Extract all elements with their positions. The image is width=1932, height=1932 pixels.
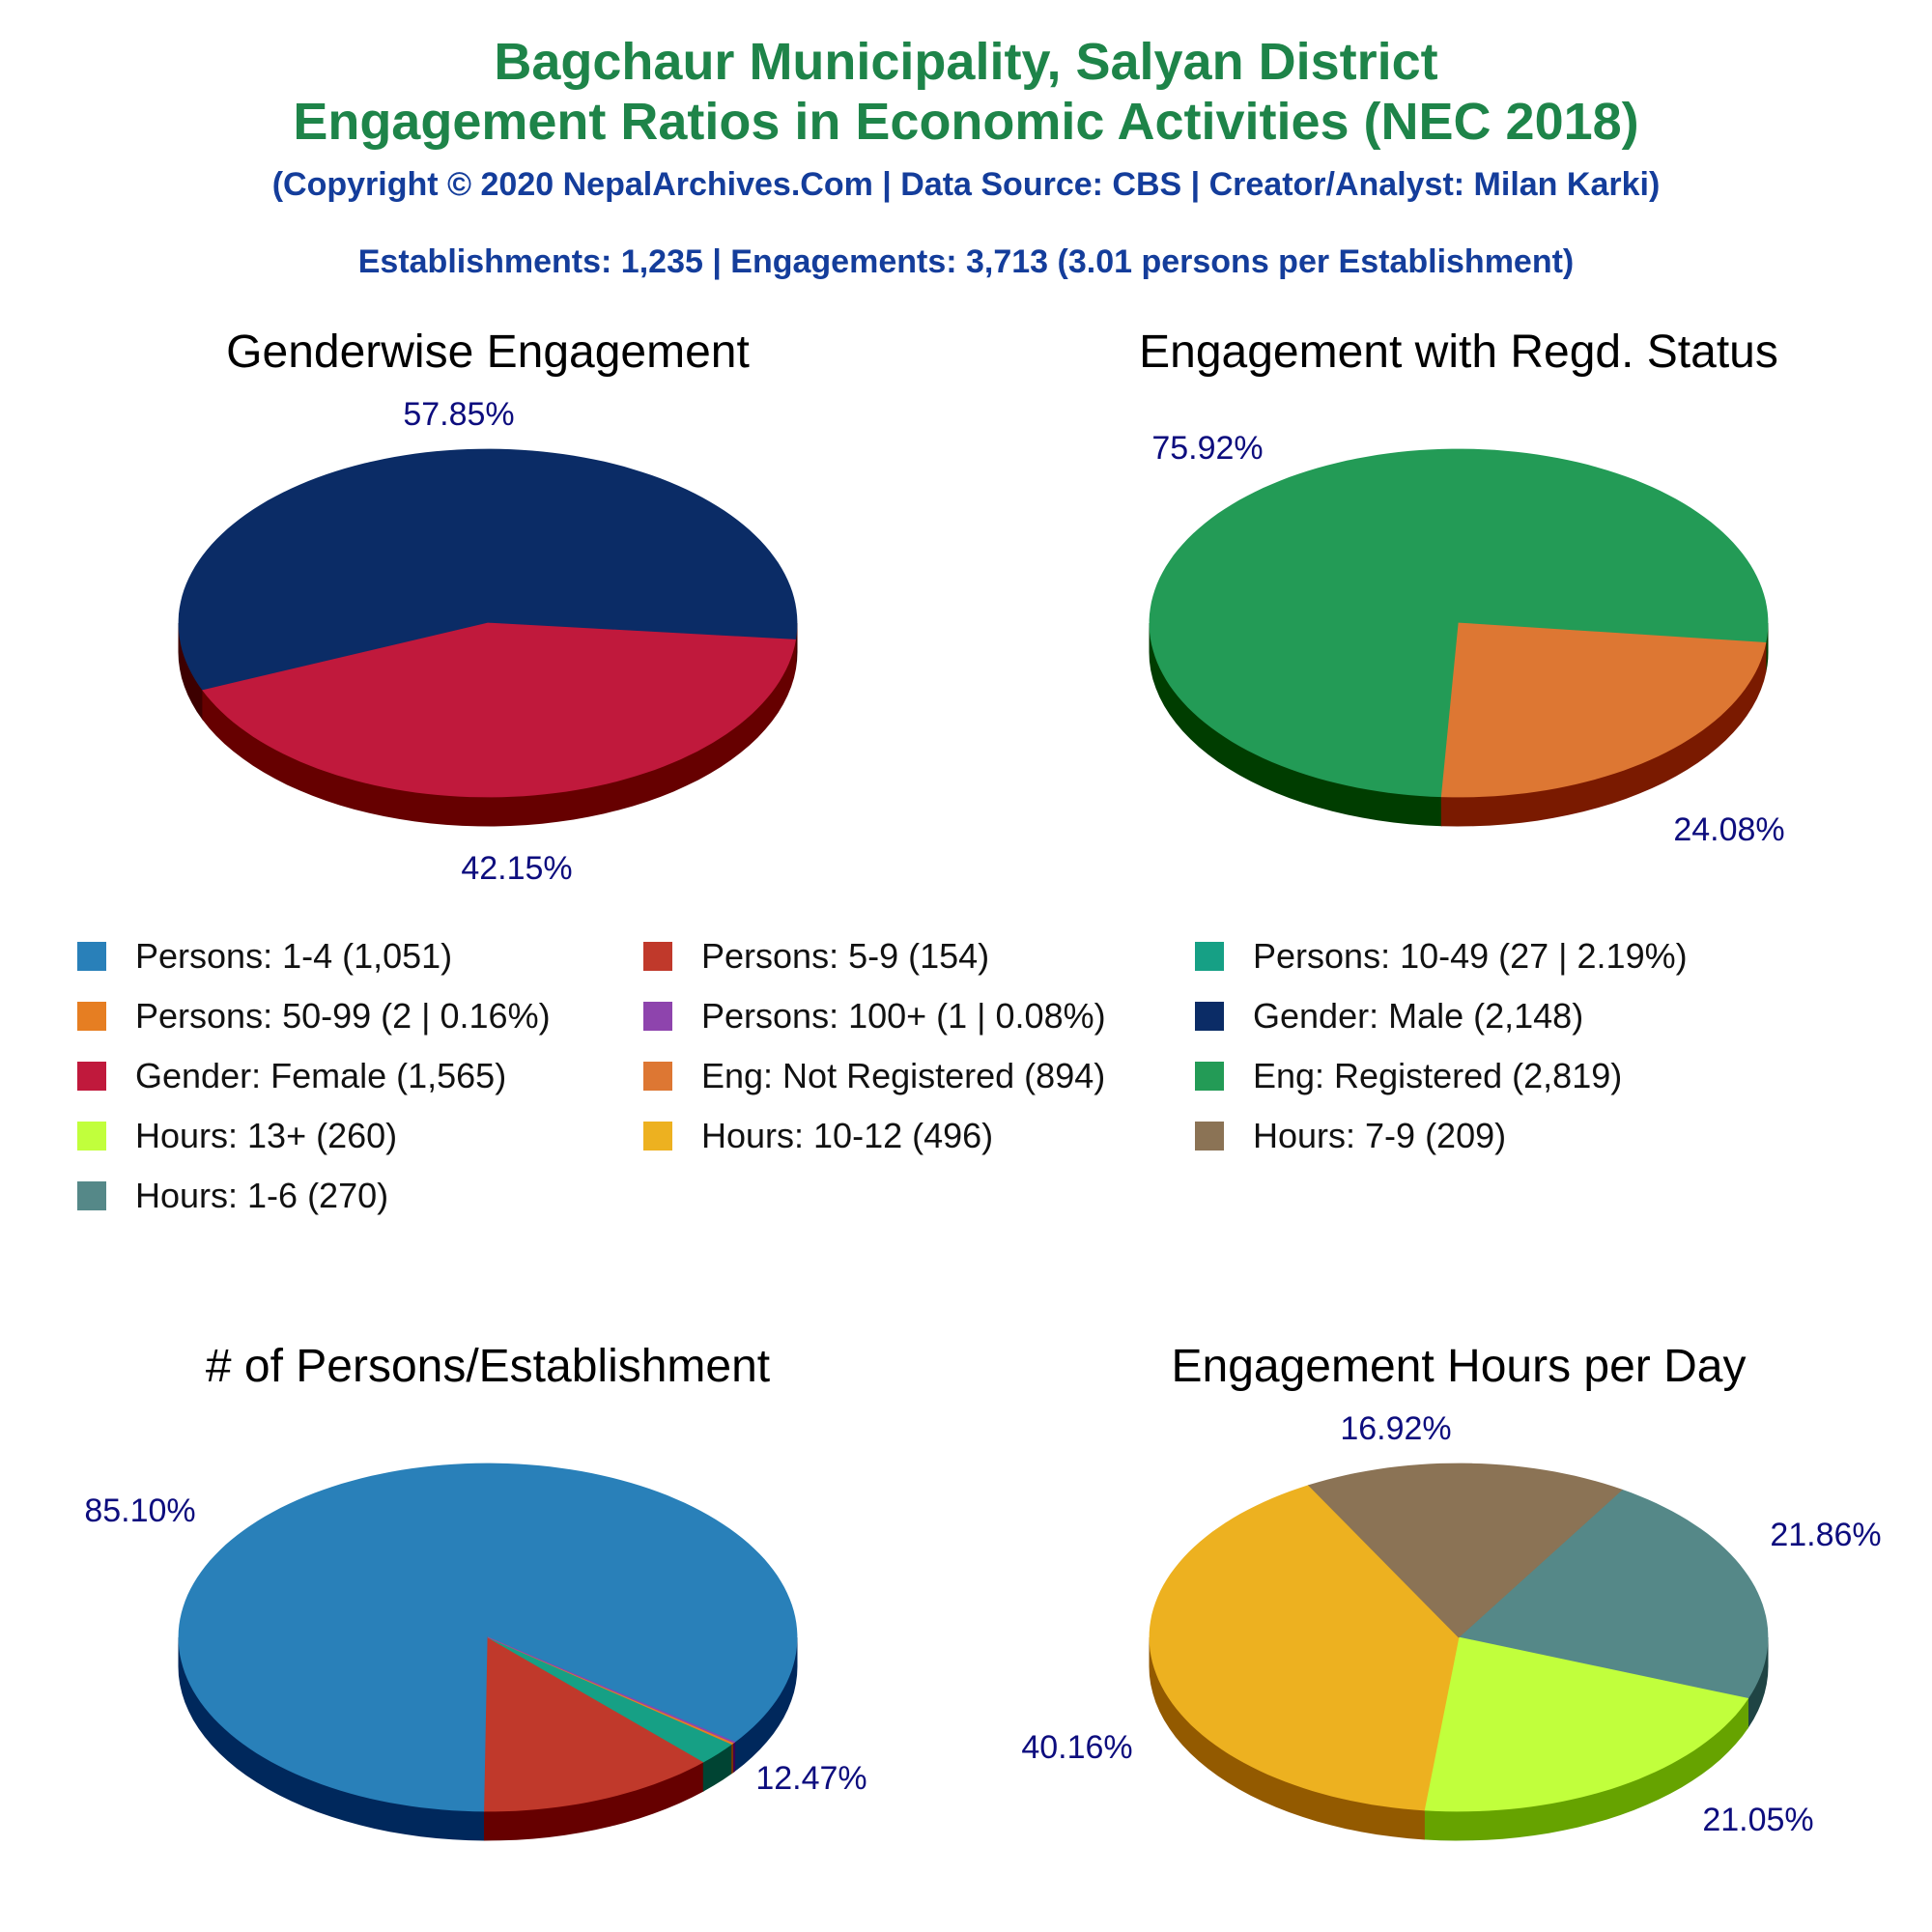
pie-chart-3: # of Persons/Establishment 85.10% 12.47% [84, 1341, 867, 1841]
slice-percent-label: 16.92% [1340, 1410, 1451, 1447]
legend-item: Hours: 13+ (260) [77, 1112, 397, 1160]
slice-percent-label: 40.16% [1021, 1729, 1132, 1766]
chart-title: Engagement with Regd. Status [1139, 327, 1778, 378]
pie-slice [178, 448, 798, 692]
copyright-line: (Copyright © 2020 NepalArchives.Com | Da… [271, 166, 1661, 203]
legend-label: Persons: 5-9 (154) [701, 936, 990, 976]
pie-slice [1149, 1485, 1460, 1811]
slice-percent-label: 24.08% [1673, 811, 1784, 848]
legend-item: Gender: Male (2,148) [1195, 992, 1583, 1040]
legend-item: Gender: Female (1,565) [77, 1052, 506, 1100]
legend-label: Eng: Not Registered (894) [701, 1056, 1106, 1095]
legend-item: Persons: 100+ (1 | 0.08%) [643, 992, 1106, 1040]
legend-label: Hours: 1-6 (270) [135, 1176, 389, 1215]
legend-swatch [643, 1002, 672, 1031]
chart-title: Engagement Hours per Day [1172, 1341, 1747, 1392]
slice-percent-label: 75.92% [1151, 430, 1263, 467]
legend-swatch [1195, 942, 1224, 971]
pie-side [733, 1741, 736, 1774]
legend-swatch [643, 1122, 672, 1151]
legend-item: Persons: 5-9 (154) [643, 932, 989, 980]
legend-swatch [77, 1062, 106, 1091]
legend-swatch [643, 942, 672, 971]
legend-swatch [1195, 1122, 1224, 1151]
legend-item: Persons: 10-49 (27 | 2.19%) [1195, 932, 1688, 980]
legend-item: Eng: Not Registered (894) [643, 1052, 1105, 1100]
legend-swatch [643, 1062, 672, 1091]
slice-percent-label: 21.05% [1702, 1802, 1813, 1838]
pie-chart-1: Genderwise Engagement 57.85% 42.15% [178, 327, 798, 887]
slice-percent-label: 21.86% [1770, 1517, 1881, 1553]
legend-label: Persons: 100+ (1 | 0.08%) [701, 996, 1106, 1036]
legend-item: Hours: 10-12 (496) [643, 1112, 993, 1160]
legend-label: Hours: 13+ (260) [135, 1116, 398, 1155]
legend-swatch [77, 1181, 106, 1210]
legend-item: Eng: Registered (2,819) [1195, 1052, 1622, 1100]
legend-swatch [1195, 1062, 1224, 1091]
legend-label: Eng: Registered (2,819) [1253, 1056, 1623, 1095]
chart-title: # of Persons/Establishment [206, 1341, 770, 1392]
slice-percent-label: 42.15% [461, 850, 572, 887]
pie-slice [1307, 1463, 1623, 1638]
legend-item: Hours: 7-9 (209) [1195, 1112, 1506, 1160]
pie-chart-4: Engagement Hours per Day 21.86% 21.05% 40.1… [1021, 1341, 1882, 1841]
legend-swatch [1195, 1002, 1224, 1031]
pie-slice [487, 1636, 736, 1744]
legend-item: Hours: 1-6 (270) [77, 1172, 388, 1220]
legend-item: Persons: 1-4 (1,051) [77, 932, 452, 980]
chart-title: Genderwise Engagement [226, 327, 750, 378]
pie-slice [1458, 1489, 1769, 1699]
legend-label: Persons: 50-99 (2 | 0.16%) [135, 996, 551, 1036]
slice-percent-label: 57.85% [403, 396, 514, 433]
pie-slice [1423, 1636, 1749, 1812]
legend-swatch [77, 1122, 106, 1151]
legend-label: Persons: 1-4 (1,051) [135, 936, 453, 976]
legend-item: Persons: 50-99 (2 | 0.16%) [77, 992, 551, 1040]
legend-swatch [77, 1002, 106, 1031]
legend-swatch [77, 942, 106, 971]
slice-percent-label: 12.47% [755, 1760, 867, 1797]
legend-label: Hours: 10-12 (496) [701, 1116, 994, 1155]
pie-slice [1440, 622, 1767, 798]
legend-label: Gender: Male (2,148) [1253, 996, 1584, 1036]
pie-chart-2: Engagement with Regd. Status 75.92% 24.08% [1139, 327, 1785, 848]
legend-label: Gender: Female (1,565) [135, 1056, 507, 1095]
legend-label: Persons: 10-49 (27 | 2.19%) [1253, 936, 1688, 976]
legend-label: Hours: 7-9 (209) [1253, 1116, 1507, 1155]
chart-title-line-1: Bagchaur Municipality, Salyan District [494, 33, 1438, 91]
slice-percent-label: 85.10% [84, 1492, 195, 1529]
pie-slice [484, 1636, 705, 1812]
chart-title-line-2: Engagement Ratios in Economic Activities… [293, 93, 1639, 151]
summary-line: Establishments: 1,235 | Engagements: 3,7… [357, 243, 1575, 280]
pie-slice [202, 622, 796, 798]
